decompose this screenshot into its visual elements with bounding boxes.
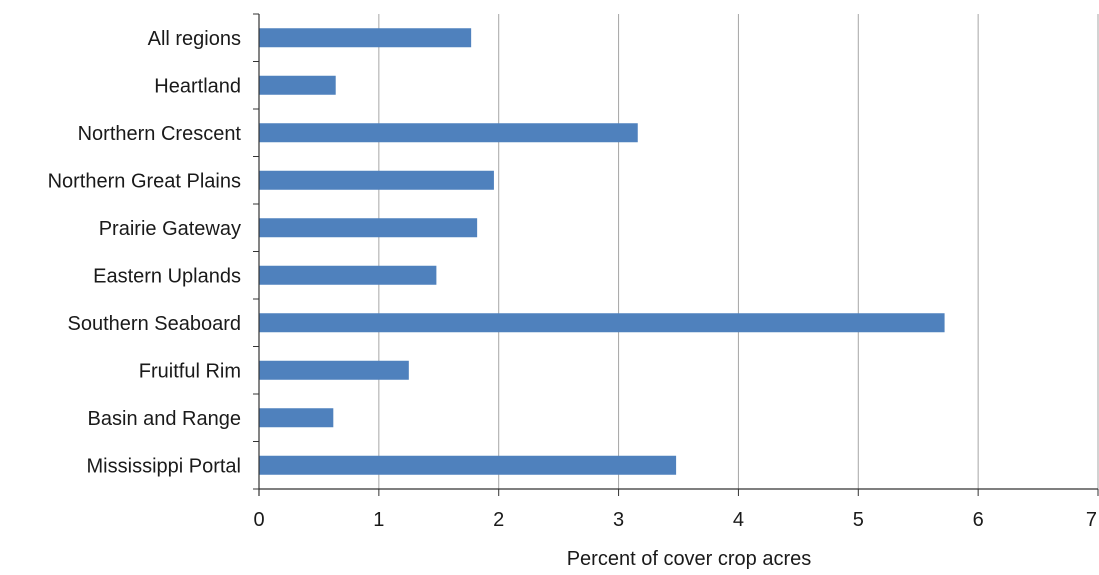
x-tick-label: 6 bbox=[973, 509, 984, 531]
bar-northern-crescent bbox=[259, 123, 638, 143]
x-tick-label: 3 bbox=[613, 509, 624, 531]
category-label: All regions bbox=[148, 28, 241, 50]
category-label: Heartland bbox=[154, 75, 241, 97]
axes bbox=[258, 14, 1098, 496]
x-tick-label: 0 bbox=[253, 509, 264, 531]
x-axis-title: Percent of cover crop acres bbox=[567, 548, 812, 570]
x-tick-labels: 0 1 2 3 4 5 6 7 bbox=[253, 489, 1099, 531]
x-tick-label: 4 bbox=[733, 509, 744, 531]
category-label: Fruitful Rim bbox=[139, 360, 241, 382]
x-tick-label: 2 bbox=[493, 509, 504, 531]
category-label: Northern Crescent bbox=[78, 123, 242, 145]
category-labels: All regions Heartland Northern Crescent Nor… bbox=[48, 28, 242, 478]
gridlines bbox=[253, 13, 1099, 490]
bar-fruitful-rim bbox=[259, 360, 409, 380]
category-label: Northern Great Plains bbox=[48, 170, 241, 192]
category-label: Eastern Uplands bbox=[93, 265, 241, 287]
bar-mississippi-portal bbox=[259, 455, 677, 475]
bar-southern-seaboard bbox=[259, 313, 945, 333]
bar-eastern-uplands bbox=[259, 265, 437, 285]
bar-basin-and-range bbox=[259, 408, 334, 428]
bar-all-regions bbox=[259, 28, 472, 48]
bar-heartland bbox=[259, 75, 336, 95]
category-label: Basin and Range bbox=[88, 408, 241, 430]
category-label: Mississippi Portal bbox=[87, 455, 241, 477]
category-label: Southern Seaboard bbox=[68, 313, 241, 335]
x-tick-label: 5 bbox=[853, 509, 864, 531]
x-tick-label: 1 bbox=[373, 509, 384, 531]
x-tick-label: 7 bbox=[1086, 509, 1097, 531]
bar-northern-great-plains bbox=[259, 170, 494, 190]
category-label: Prairie Gateway bbox=[99, 218, 241, 240]
bar-prairie-gateway bbox=[259, 218, 478, 238]
bars bbox=[259, 28, 945, 475]
